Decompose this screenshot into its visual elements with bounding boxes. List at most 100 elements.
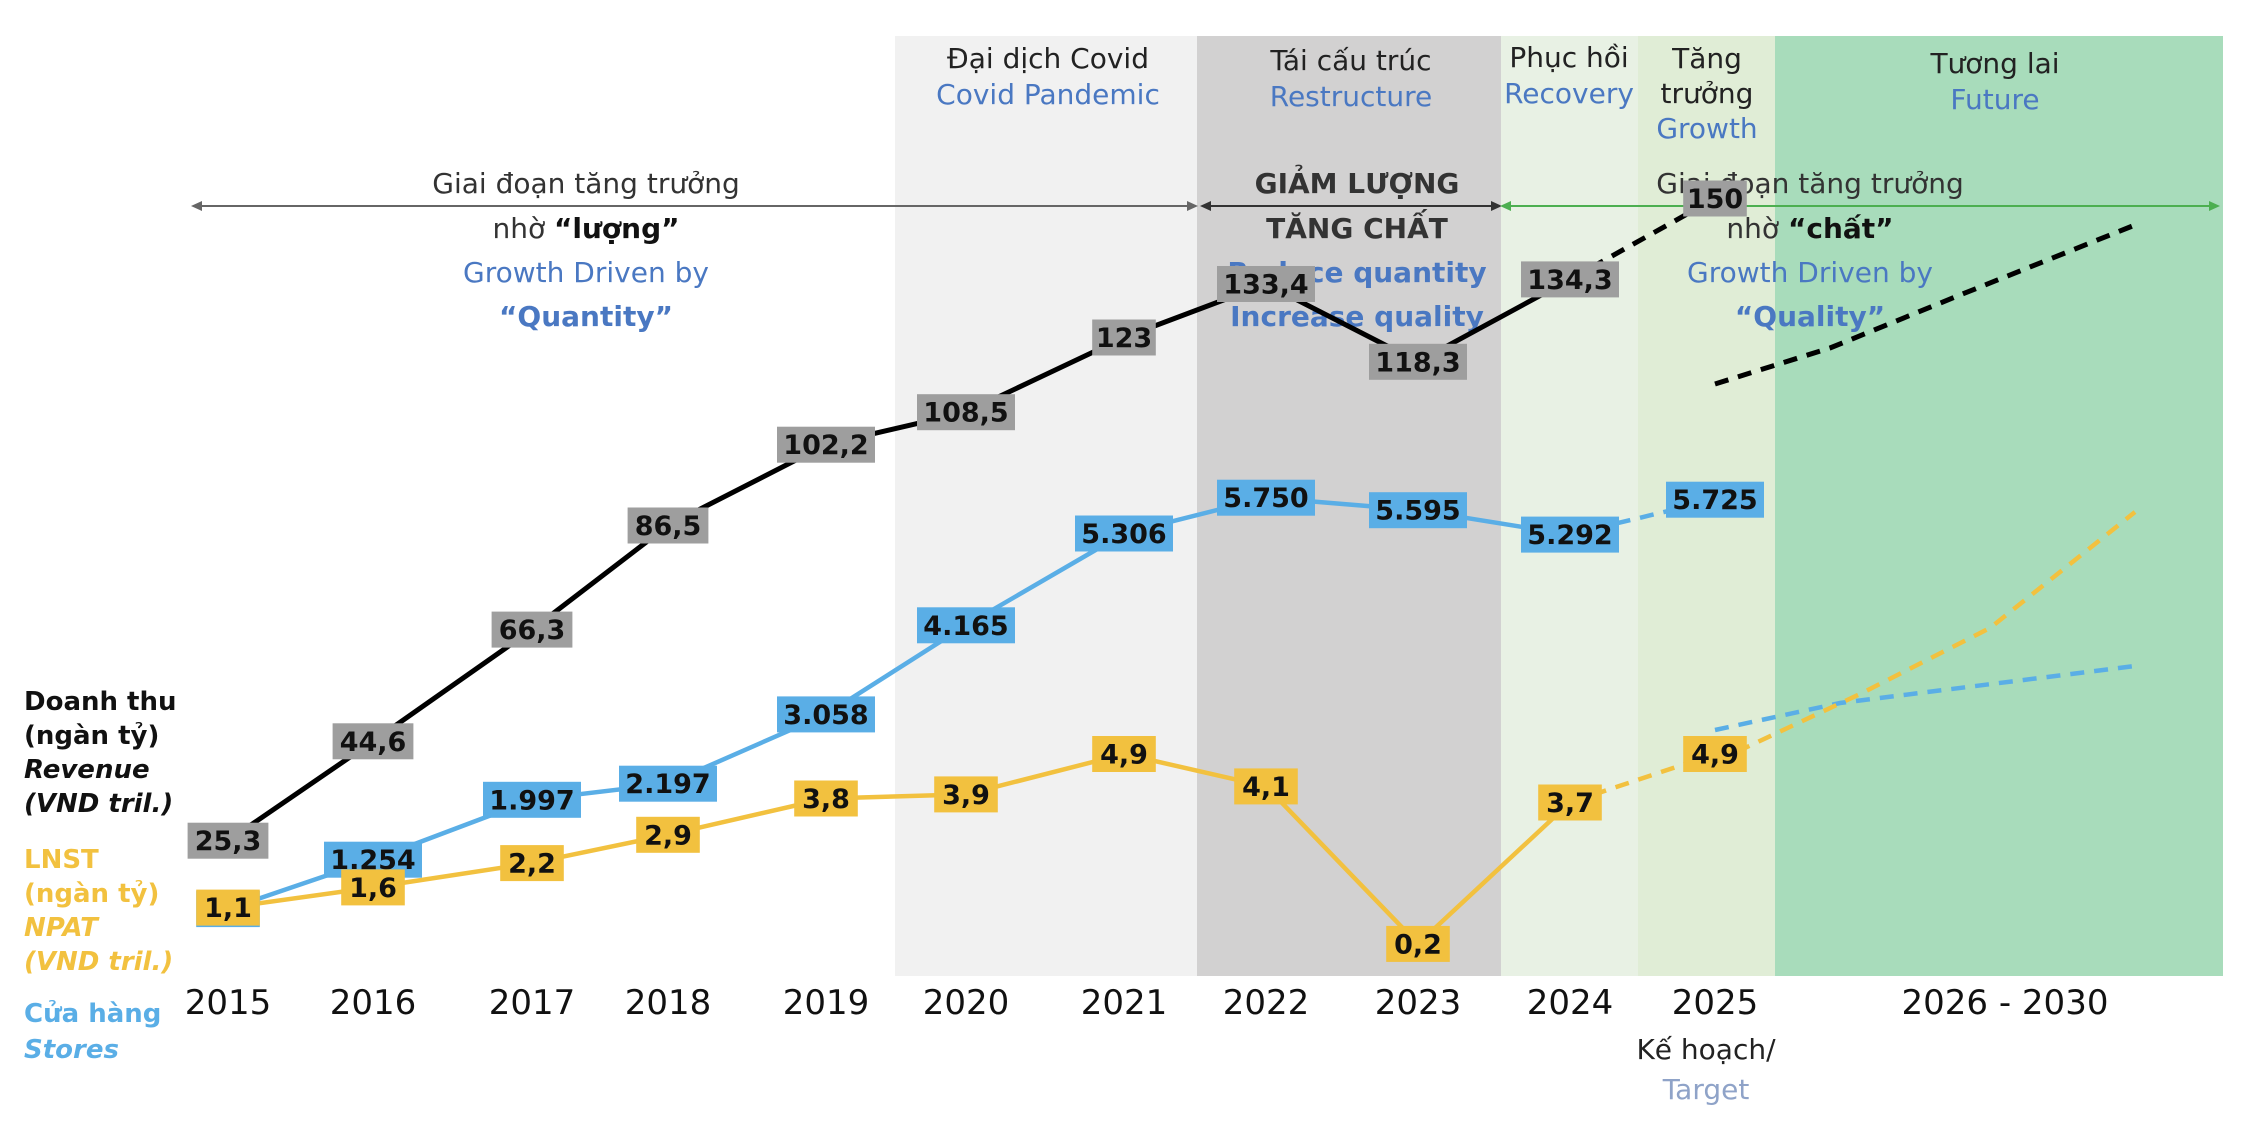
quality-note-en2: “Quality”: [1735, 300, 1885, 333]
revenue-data-label: 134,3: [1527, 265, 1612, 296]
stores-label-box: [777, 696, 875, 733]
year-tick-label: 2023: [1375, 983, 1462, 1023]
revenue-forecast-dashed-line: [1714, 222, 2136, 387]
phase-subtitle-future: Future: [1950, 83, 2039, 116]
year-tick-label: 2024: [1527, 983, 1614, 1023]
quantity-note-en1: Growth Driven by: [463, 256, 709, 289]
stores-label-box: [1521, 516, 1619, 553]
stores-data-label: 2.197: [625, 769, 710, 800]
legend-revenue-en: Revenue: [24, 755, 150, 785]
legend-stores-en: Stores: [24, 1035, 119, 1065]
restructure-note-line2: TĂNG CHẤT: [1266, 207, 1448, 245]
revenue-label-box: [1683, 180, 1747, 217]
legend-stores-vn: Cửa hàng: [24, 998, 161, 1029]
quantity-note-line1: Giai đoạn tăng trưởng: [432, 167, 739, 200]
revenue-label-box: [1521, 261, 1619, 298]
npat-data-label: 1,1: [204, 893, 252, 924]
phase-band-recovery: [1501, 36, 1638, 976]
revenue-label-box: [1369, 343, 1467, 380]
phase-band-covid: [895, 36, 1197, 976]
npat-data-label: 4,1: [1242, 772, 1290, 803]
legend-npat-en: NPAT: [24, 913, 100, 943]
phase-title-future: Tương lai: [1929, 47, 2059, 80]
stores-label-box: [483, 781, 581, 818]
npat-label-box: [1234, 768, 1298, 805]
legend-npat-unit-en: (VND tril.): [24, 947, 173, 977]
npat-label-box: [1386, 925, 1450, 962]
stores-label-box: [1217, 479, 1315, 516]
legend: Doanh thu (ngàn tỷ) Revenue (VND tril.) …: [24, 687, 177, 1065]
year-tick-label: 2019: [783, 983, 870, 1023]
npat-data-label: 2,9: [644, 820, 692, 851]
revenue-label-box: [332, 723, 414, 760]
npat-series-line: [227, 751, 1572, 947]
year-tick-label: 2026 - 2030: [1902, 983, 2109, 1023]
revenue-label-box: [1092, 319, 1156, 356]
npat-data-label: 0,2: [1394, 929, 1442, 960]
year-tick-label: 2016: [330, 983, 417, 1023]
npat-forecast-dashed-line: [1714, 510, 2137, 765]
revenue-label-box: [917, 394, 1015, 431]
stores-label-box: [1666, 481, 1764, 518]
phase-band-future: [1775, 36, 2223, 976]
stores-data-label: 5.292: [1527, 520, 1612, 551]
revenue-data-label: 44,6: [340, 727, 407, 758]
stores-data-label: 5.725: [1672, 485, 1757, 516]
data-labels: 6401.2541.9972.1973.0584.1655.3065.7505.…: [187, 180, 1764, 962]
phase-subtitle-growth: Growth: [1656, 112, 1757, 145]
revenue-data-label: 150: [1687, 184, 1743, 215]
target-note-line2: Target: [1662, 1073, 1750, 1106]
npat-label-box: [1538, 784, 1602, 821]
revenue-label-box: [627, 507, 709, 544]
stores-data-label: 4.165: [923, 611, 1008, 642]
legend-revenue-unit-en: (VND tril.): [24, 789, 173, 819]
revenue-data-label: 123: [1096, 323, 1152, 354]
stores-series-line: [227, 495, 1571, 912]
npat-label-box: [1092, 736, 1156, 772]
npat-label-box: [341, 869, 405, 906]
stores-data-label: 5.750: [1223, 483, 1308, 514]
npat-label-box: [794, 780, 858, 817]
year-tick-label: 2018: [625, 983, 712, 1023]
revenue-label-box: [1217, 266, 1315, 302]
quality-note-line2: nhờ “chất”: [1726, 212, 1893, 245]
npat-data-label: 3,8: [802, 784, 850, 815]
npat-label-box: [196, 889, 260, 926]
revenue-data-label: 25,3: [195, 826, 262, 857]
year-tick-label: 2017: [489, 983, 576, 1023]
npat-data-label: 3,9: [942, 780, 990, 811]
npat-label-box: [636, 816, 700, 853]
year-tick-label: 2022: [1223, 983, 1310, 1023]
phase-subtitle-restructure: Restructure: [1270, 80, 1433, 113]
npat-label-box: [500, 845, 564, 882]
phase-title-growth-line2: trưởng: [1661, 77, 1754, 110]
revenue-data-label: 133,4: [1223, 269, 1308, 300]
legend-revenue-unit-vn: (ngàn tỷ): [24, 721, 159, 751]
stores-data-label: 3.058: [783, 700, 868, 731]
year-tick-label: 2020: [923, 983, 1010, 1023]
revenue-label-box: [491, 611, 573, 648]
npat-data-label: 4,9: [1100, 740, 1148, 771]
revenue-data-label: 118,3: [1375, 347, 1460, 378]
revenue-data-label: 66,3: [499, 615, 566, 646]
stores-data-label: 5.595: [1375, 496, 1460, 527]
year-tick-label: 2025: [1672, 983, 1759, 1023]
stores-label-box: [619, 765, 717, 802]
target-note-line1: Kế hoạch/: [1636, 1033, 1776, 1066]
phase-title-restructure: Tái cấu trúc: [1269, 44, 1431, 77]
revenue-series-line: [226, 277, 1572, 843]
revenue-data-label: 102,2: [783, 430, 868, 461]
npat-data-label: 4,9: [1691, 740, 1739, 771]
stores-data-label: 1.997: [489, 785, 574, 816]
x-axis-year-labels: 2015 2016 2017 2018 2019 2020 2021 2022 2023 2024…: [185, 983, 2109, 1023]
phase-title-recovery: Phục hồi: [1509, 41, 1628, 74]
stores-forecast-dashed-line: [1714, 663, 2136, 733]
quantity-note-en2: “Quantity”: [499, 300, 673, 333]
npat-label-box: [934, 776, 998, 813]
stores-label-box: [1369, 492, 1467, 529]
npat-data-label: 3,7: [1546, 788, 1594, 819]
stores-data-label: 5.306: [1081, 519, 1166, 550]
phase-subtitle-covid: Covid Pandemic: [936, 78, 1160, 111]
phase-subtitle-recovery: Recovery: [1504, 77, 1634, 110]
